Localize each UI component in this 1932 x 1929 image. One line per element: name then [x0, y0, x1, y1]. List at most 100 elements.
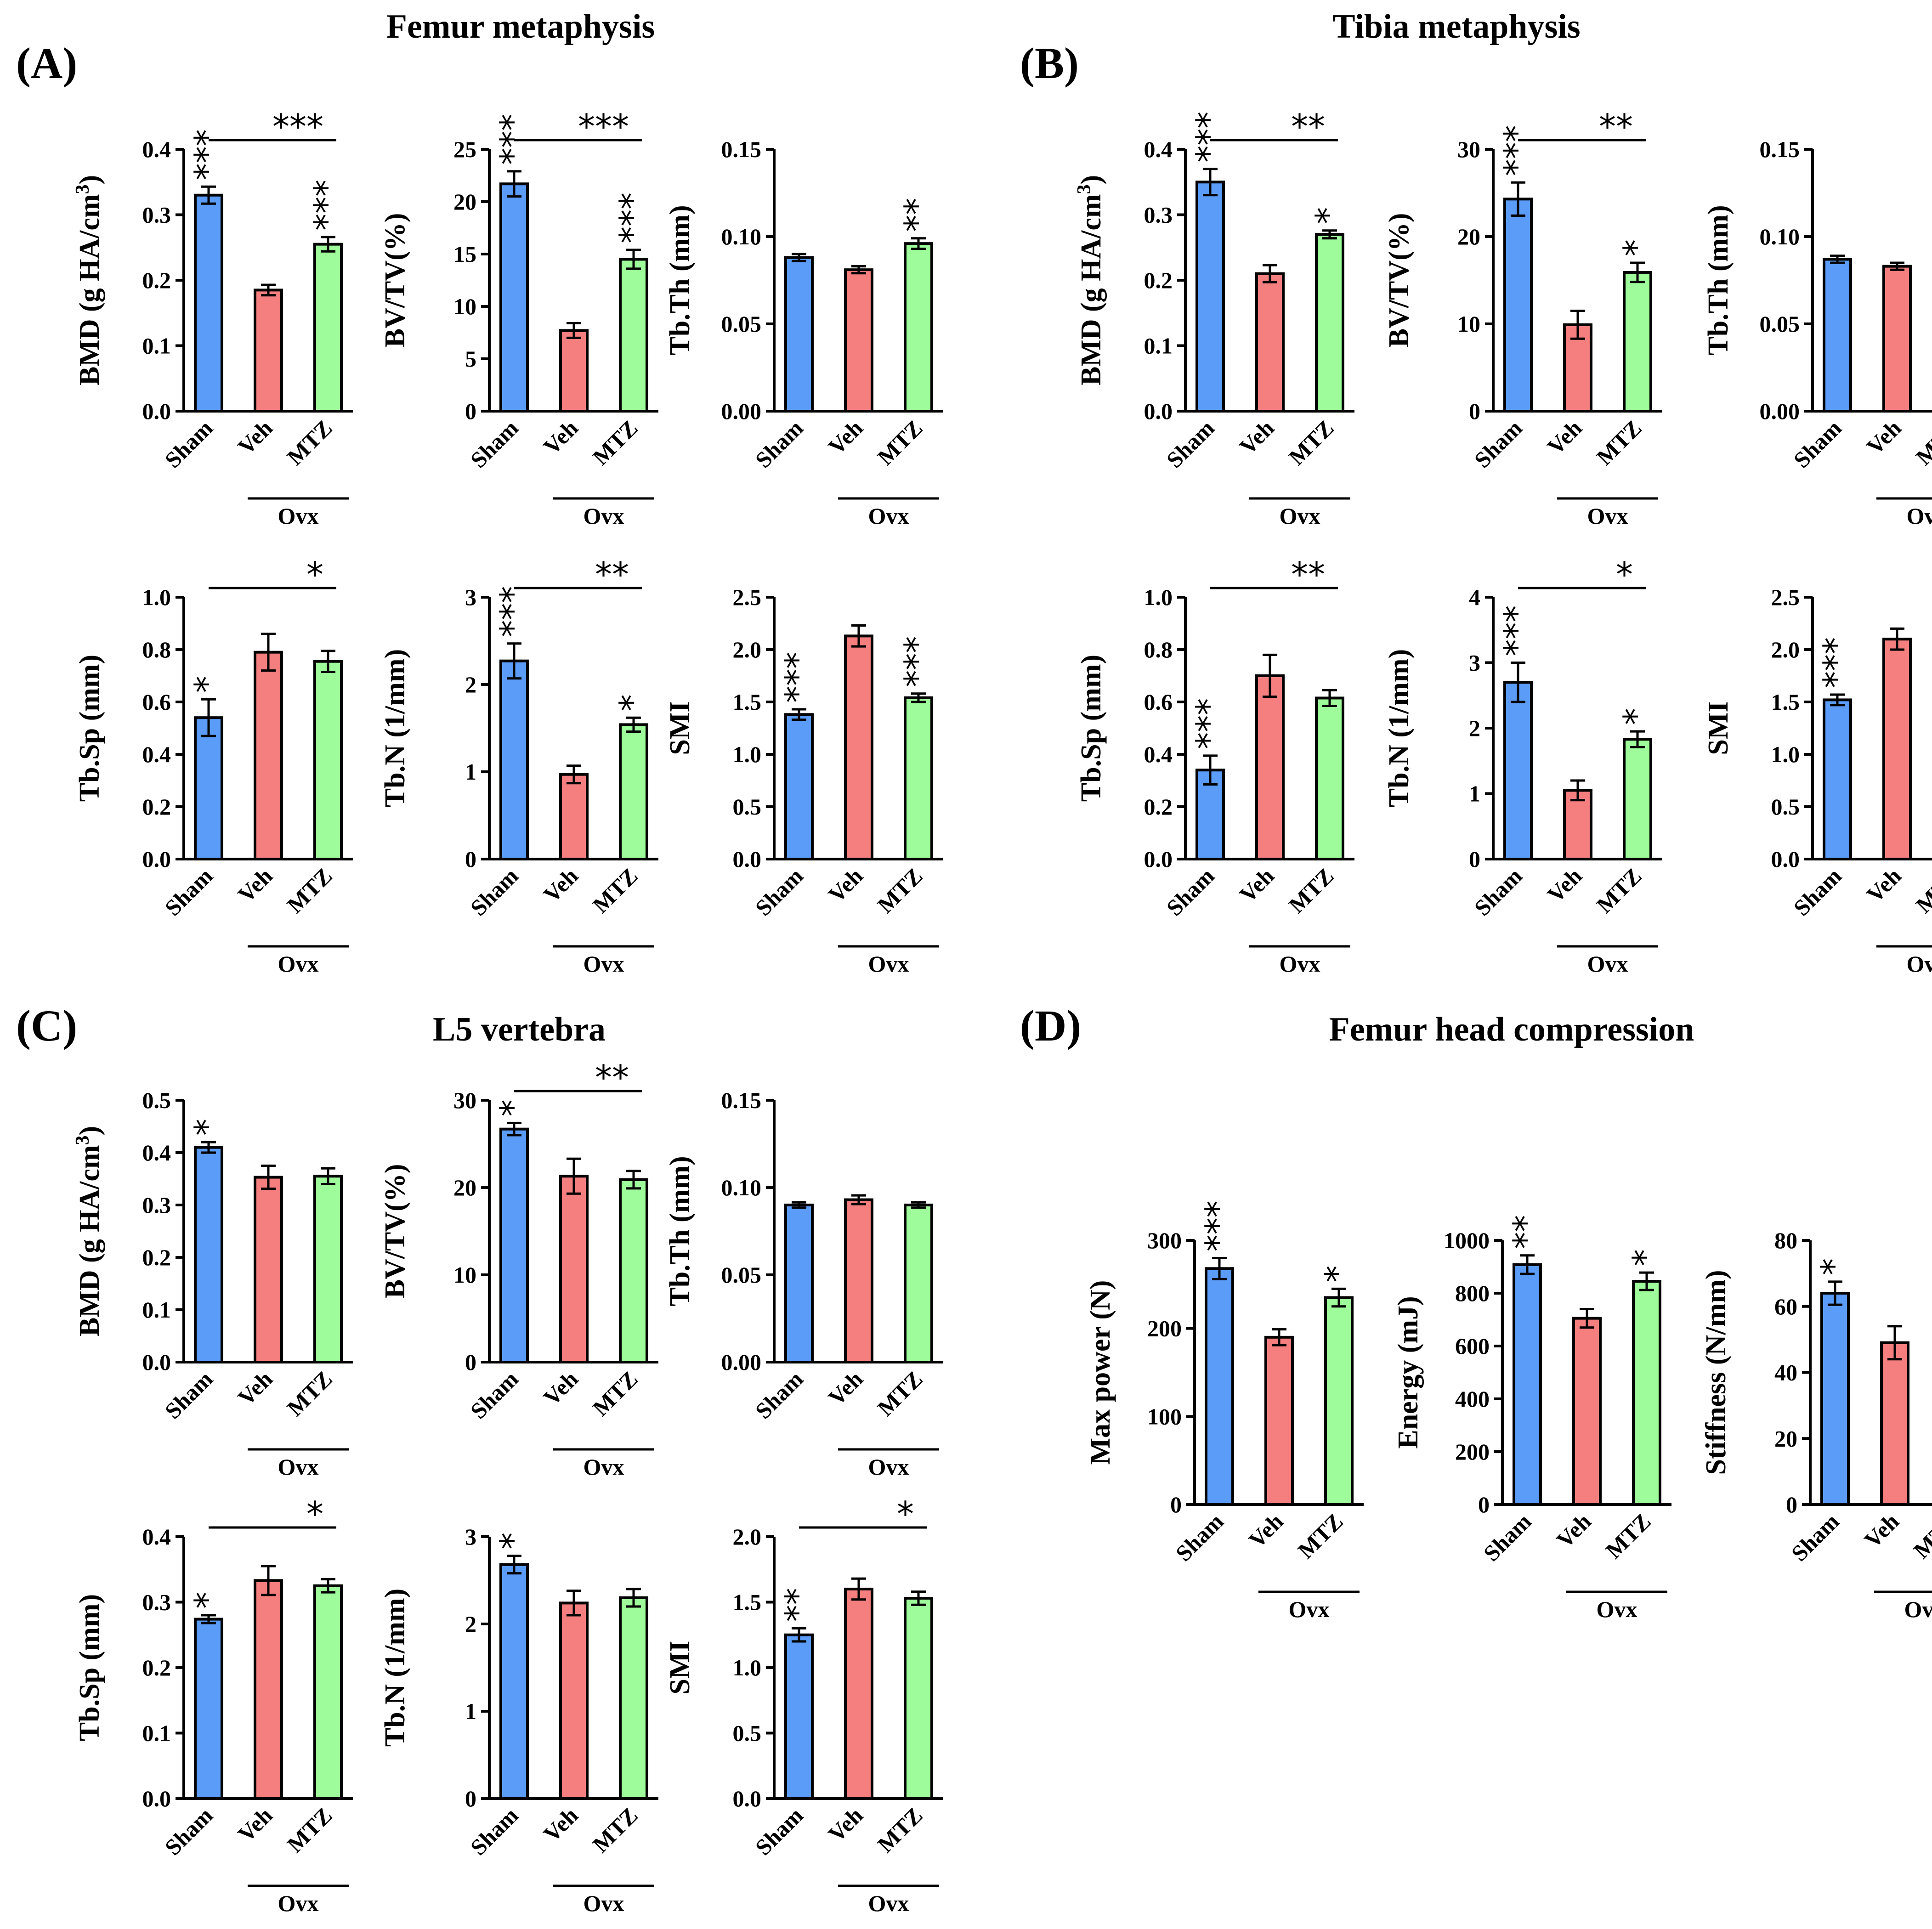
category-label-veh: Veh	[1235, 415, 1279, 459]
y-tick-label: 20	[1774, 1426, 1797, 1451]
significance-marker: **	[778, 1588, 817, 1622]
y-tick-label: 0.05	[721, 1262, 762, 1288]
bar-sham	[784, 713, 814, 860]
bar-veh	[254, 651, 283, 860]
category-label-veh: Veh	[1542, 415, 1587, 459]
significance-marker: ***	[778, 652, 817, 703]
y-tick-label: 0.0	[1144, 846, 1173, 872]
bar-sham	[1513, 1263, 1542, 1506]
ovx-group-label: Ovx	[868, 1454, 909, 1480]
bar-sham	[499, 1127, 529, 1363]
y-tick-label: 0	[465, 1349, 476, 1375]
significance-marker: ***	[1189, 698, 1229, 749]
bar-veh	[844, 634, 873, 860]
y-tick-label: 30	[1457, 136, 1480, 162]
y-tick-label: 0.6	[1144, 689, 1173, 715]
y-tick-label: 20	[1457, 224, 1480, 249]
panel-label-b: (B)	[1020, 39, 1079, 88]
bar-mtz	[904, 1204, 933, 1363]
significance-marker: *	[187, 1592, 227, 1609]
y-tick-label: 30	[453, 1087, 476, 1113]
bar-mtz	[904, 242, 933, 413]
category-label-mtz: MTZ	[873, 1366, 928, 1421]
significance-marker: ***	[307, 180, 346, 231]
bar-sham	[1823, 258, 1852, 413]
bar-veh	[254, 1579, 283, 1800]
y-tick-label: 0.4	[142, 136, 171, 162]
bar-sham	[1195, 181, 1225, 413]
y-tick-label: 1	[465, 1698, 476, 1724]
y-tick-label: 0.15	[721, 136, 762, 162]
y-tick-label: 0.3	[142, 1192, 171, 1218]
ovx-group-label: Ovx	[584, 951, 624, 977]
y-tick-label: 0.10	[721, 224, 762, 249]
ovx-group-label: Ovx	[1587, 503, 1628, 529]
category-label-veh: Veh	[1862, 415, 1906, 459]
y-tick-label: 2	[465, 672, 476, 697]
chart-a4: 0.00.20.40.60.81.0Tb.Sp (mm) *Sham Veh MTZO…	[74, 555, 353, 977]
y-axis-label: SMI	[1703, 701, 1734, 755]
y-tick-label: 2.5	[733, 584, 762, 610]
ovx-group-label: Ovx	[1597, 1596, 1637, 1622]
bar-veh	[1255, 674, 1285, 860]
y-tick-label: 10	[1457, 311, 1480, 337]
y-tick-label: 3	[465, 584, 476, 610]
y-tick-label: 0.1	[142, 333, 171, 359]
y-axis-label: Stiffness (N/mm)	[1700, 1270, 1732, 1475]
ovx-group-label: Ovx	[278, 951, 319, 977]
ovx-group-label: Ovx	[278, 503, 319, 529]
y-tick-label: 1.0	[733, 741, 762, 767]
y-tick-label: 0.8	[142, 637, 171, 662]
y-tick-label: 0.5	[733, 1720, 762, 1746]
bar-mtz	[1632, 1280, 1661, 1506]
significance-marker: **	[897, 198, 937, 232]
panel-label-c: (C)	[16, 1001, 77, 1050]
y-axis-label: Tb.Th (mm)	[664, 205, 696, 355]
category-label-mtz: MTZ	[282, 415, 337, 470]
y-tick-label: 2.0	[733, 637, 762, 662]
y-tick-label: 0.0	[142, 1349, 171, 1375]
y-tick-label: 40	[1774, 1360, 1797, 1386]
y-axis-label: Energy (mJ)	[1393, 1296, 1424, 1448]
y-tick-label: 1.5	[733, 689, 762, 715]
y-tick-label: 0.5	[142, 1087, 171, 1113]
y-tick-label: 0.0	[142, 398, 171, 424]
bar-mtz	[619, 258, 648, 413]
y-tick-label: 0.0	[1771, 846, 1800, 872]
ovx-group-label: Ovx	[1907, 951, 1932, 977]
bar-veh	[844, 1198, 873, 1364]
bar-mtz	[1324, 1296, 1354, 1506]
comparison-significance: **	[1291, 107, 1325, 147]
ovx-group-label: Ovx	[584, 1890, 624, 1916]
bar-mtz	[1315, 233, 1344, 413]
y-tick-label: 2.0	[1771, 637, 1800, 662]
bar-mtz	[904, 696, 933, 860]
bar-sham	[784, 1204, 814, 1363]
bar-mtz	[313, 1584, 343, 1800]
category-label-mtz: MTZ	[1284, 863, 1339, 918]
significance-marker: *	[1814, 1258, 1853, 1275]
significance-marker: *	[612, 694, 652, 711]
y-axis-label: BMD (g HA/cm3)	[72, 1126, 105, 1336]
y-tick-label: 1.5	[733, 1590, 762, 1615]
bar-sham	[194, 1146, 223, 1364]
comparison-significance: ***	[578, 107, 629, 147]
y-tick-label: 0.4	[1144, 741, 1173, 767]
y-tick-label: 0.1	[1144, 333, 1173, 359]
category-label-veh: Veh	[538, 1802, 583, 1847]
comparison-significance: *	[306, 555, 323, 594]
bar-sham	[1503, 681, 1533, 860]
y-tick-label: 400	[1455, 1386, 1490, 1412]
ovx-group-label: Ovx	[278, 1454, 319, 1480]
y-axis-label: BV/TV(%)	[1383, 213, 1415, 348]
bar-veh	[559, 1175, 589, 1364]
ovx-group-label: Ovx	[1587, 951, 1628, 977]
y-tick-label: 0.3	[142, 1590, 171, 1615]
